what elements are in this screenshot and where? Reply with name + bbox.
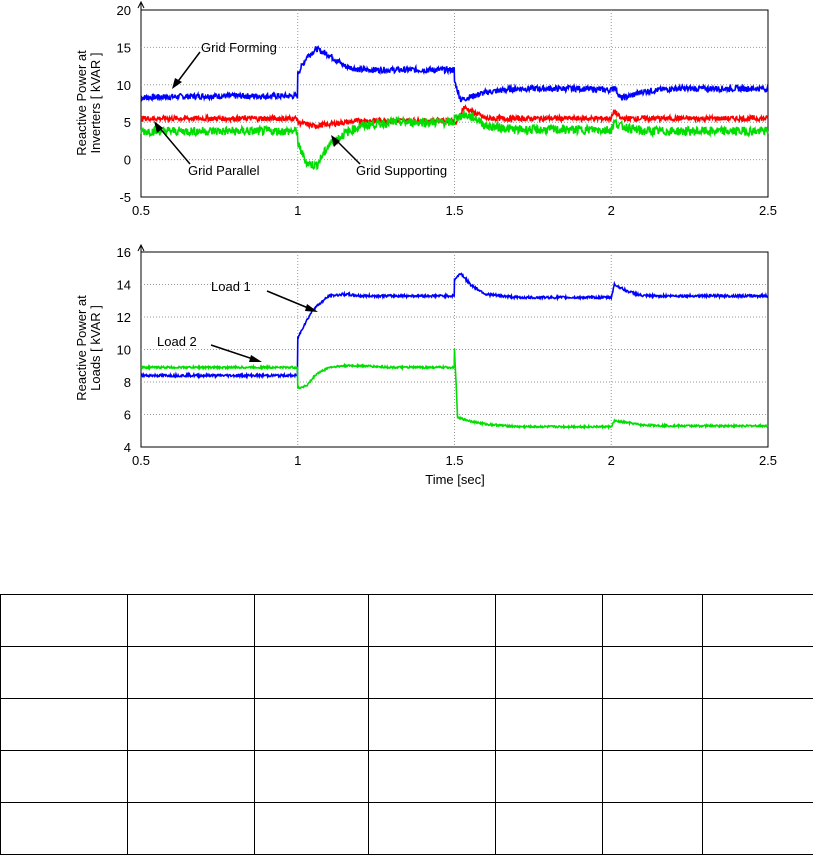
table-row [0,750,813,803]
top-y-tick-labels: -5 0 5 10 15 20 [117,3,131,205]
x-tick-label: 2 [608,203,615,218]
bottom-y-tick-labels: 4 6 8 10 12 14 16 [117,245,131,455]
table-cell [368,802,496,855]
x-tick-label: 0.5 [132,453,150,468]
top-grid [141,10,768,197]
table-cell [254,594,369,647]
bottom-y-axis-arrow [137,243,145,252]
x-tick-label: 1 [294,203,301,218]
table-cell [127,594,255,647]
table-cell [0,750,128,803]
top-ylabel-line-2: Inverters [ kVAR ] [88,53,103,154]
table-cell [702,698,813,751]
y-tick-label: 12 [117,310,131,325]
top-ylabel-line-1: Reactive Power at [74,50,89,156]
table-row [0,594,813,647]
annotation-grid-parallel: Grid Parallel [154,121,260,178]
top-series-lines [140,45,769,171]
table-cell [254,802,369,855]
table-cell [127,646,255,699]
annotation-load-1-label: Load 1 [211,279,251,294]
table-cell [702,802,813,855]
bottom-plot: 0.5 1 1.5 2 2.5 4 6 8 10 12 14 16 Reactive Power a… [74,243,777,487]
annotation-grid-forming-label: Grid Forming [201,40,277,55]
table-row [0,646,813,699]
table-row [0,802,813,855]
table-cell [127,750,255,803]
x-tick-label: 2.5 [759,203,777,218]
table-cell [602,646,703,699]
annotation-grid-supporting-label: Grid Supporting [356,163,447,178]
table-cell [0,646,128,699]
y-tick-label: 20 [117,3,131,18]
x-tick-label: 1.5 [445,203,463,218]
y-tick-label: 0 [124,153,131,168]
y-tick-label: 14 [117,278,131,293]
bottom-grid [141,252,768,447]
y-tick-label: -5 [119,190,131,205]
table-cell [254,698,369,751]
table-cell [495,594,603,647]
table-cell [602,750,703,803]
table-cell [368,750,496,803]
x-tick-label: 2 [608,453,615,468]
table-body [0,594,813,855]
x-tick-label: 1 [294,453,301,468]
x-tick-label: 2.5 [759,453,777,468]
top-plot: 0.5 1 1.5 2 2.5 -5 0 5 10 15 20 Reactive Power at… [74,0,777,218]
bottom-xlabel: Time [sec] [425,472,484,487]
table-cell [127,802,255,855]
y-tick-label: 6 [124,408,131,423]
x-tick-label: 0.5 [132,203,150,218]
y-tick-label: 16 [117,245,131,260]
y-tick-label: 8 [124,375,131,390]
bottom-x-tick-labels: 0.5 1 1.5 2 2.5 [132,453,777,468]
top-y-axis-arrow [137,0,145,10]
table-cell [368,698,496,751]
annotation-grid-forming: Grid Forming [172,40,277,89]
annotation-load-2: Load 2 [157,334,262,362]
table-cell [702,750,813,803]
table-cell [127,698,255,751]
table-cell [495,698,603,751]
series-line-grid-forming [140,45,769,103]
table-cell [602,802,703,855]
table-cell [368,646,496,699]
bottom-ylabel-line-2: Loads [ kVAR ] [88,305,103,391]
y-tick-label: 10 [117,78,131,93]
y-tick-label: 10 [117,343,131,358]
table-cell [368,594,496,647]
annotation-grid-supporting: Grid Supporting [331,135,447,178]
series-line-load-2 [140,348,769,431]
table-cell [495,750,603,803]
y-tick-label: 4 [124,440,131,455]
annotation-load-1: Load 1 [211,279,318,312]
y-tick-label: 15 [117,40,131,55]
table-cell [702,646,813,699]
series-line-load-1 [140,272,769,380]
figure: 0.5 1 1.5 2 2.5 -5 0 5 10 15 20 Reactive Power at… [74,0,777,487]
empty-table [0,594,813,855]
annotation-load-2-label: Load 2 [157,334,197,349]
x-tick-label: 1.5 [445,453,463,468]
table-cell [602,698,703,751]
series-line-grid-supporting [140,110,769,171]
table-cell [702,594,813,647]
annotation-grid-parallel-label: Grid Parallel [188,163,260,178]
y-tick-label: 5 [124,115,131,130]
table-cell [0,802,128,855]
top-x-tick-labels: 0.5 1 1.5 2 2.5 [132,203,777,218]
table-cell [0,594,128,647]
bottom-ylabel-line-1: Reactive Power at [74,295,89,401]
table-cell [602,594,703,647]
table-cell [495,646,603,699]
table-cell [254,646,369,699]
table-cell [495,802,603,855]
table-cell [254,750,369,803]
bottom-series-lines [140,272,769,431]
table-row [0,698,813,751]
table-cell [0,698,128,751]
